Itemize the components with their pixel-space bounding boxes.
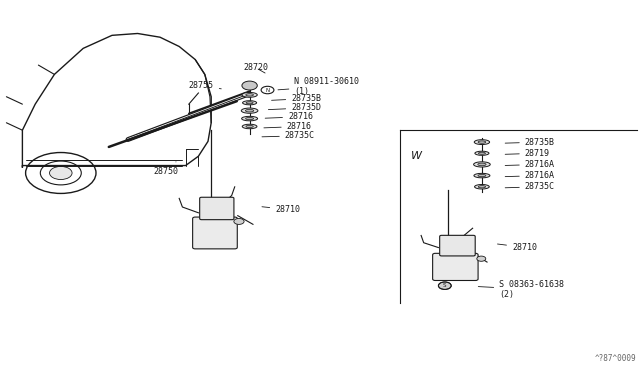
Ellipse shape — [241, 108, 258, 113]
Ellipse shape — [474, 162, 490, 167]
Ellipse shape — [242, 92, 257, 97]
Circle shape — [477, 256, 486, 261]
FancyBboxPatch shape — [433, 253, 478, 280]
Circle shape — [438, 282, 451, 289]
Circle shape — [234, 218, 244, 224]
Ellipse shape — [246, 125, 253, 128]
Text: W: W — [410, 151, 422, 161]
Circle shape — [242, 81, 257, 90]
Text: 28710: 28710 — [262, 205, 300, 214]
Ellipse shape — [478, 186, 486, 188]
Text: N 08911-30610
(1): N 08911-30610 (1) — [278, 77, 360, 96]
FancyBboxPatch shape — [193, 217, 237, 249]
Ellipse shape — [243, 101, 257, 105]
Text: 28735B: 28735B — [505, 138, 555, 147]
Ellipse shape — [246, 109, 254, 112]
Ellipse shape — [246, 102, 253, 104]
Text: 28750: 28750 — [154, 162, 179, 176]
Text: 28720: 28720 — [243, 63, 268, 73]
Ellipse shape — [477, 163, 486, 166]
Ellipse shape — [243, 124, 257, 129]
Text: ^?87^0009: ^?87^0009 — [595, 354, 637, 363]
FancyBboxPatch shape — [200, 197, 234, 219]
Text: 28716A: 28716A — [505, 160, 555, 169]
Ellipse shape — [246, 118, 253, 120]
Text: 28716A: 28716A — [505, 171, 555, 180]
Text: S: S — [443, 283, 447, 288]
Ellipse shape — [478, 174, 486, 177]
Ellipse shape — [242, 116, 258, 121]
Text: 28755: 28755 — [189, 81, 221, 90]
Text: 28719: 28719 — [505, 149, 550, 158]
Text: 28716: 28716 — [265, 112, 313, 121]
Ellipse shape — [479, 152, 486, 154]
Ellipse shape — [475, 151, 489, 155]
Text: 28716: 28716 — [264, 122, 312, 131]
Text: 28710: 28710 — [497, 243, 537, 252]
Text: S 08363-61638
(2): S 08363-61638 (2) — [478, 280, 564, 299]
Text: N: N — [266, 87, 269, 93]
Ellipse shape — [246, 94, 253, 96]
Text: 28735D: 28735D — [268, 103, 321, 112]
Text: 28735C: 28735C — [262, 131, 315, 140]
FancyBboxPatch shape — [440, 235, 476, 256]
Ellipse shape — [474, 140, 490, 144]
Ellipse shape — [474, 173, 490, 178]
Text: 28735B: 28735B — [271, 94, 321, 103]
Text: 28735C: 28735C — [505, 182, 555, 191]
Ellipse shape — [478, 141, 486, 143]
Ellipse shape — [475, 185, 490, 189]
Circle shape — [49, 166, 72, 180]
